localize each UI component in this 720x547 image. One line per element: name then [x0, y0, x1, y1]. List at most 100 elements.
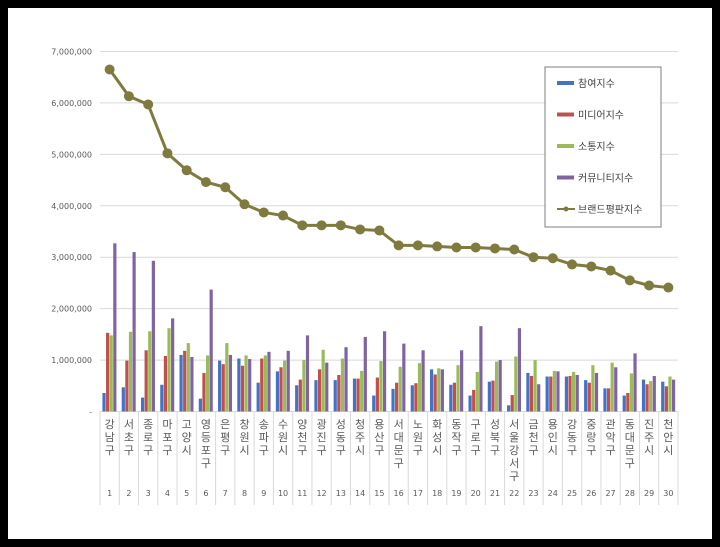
- bar-2-6: [202, 372, 206, 412]
- rank-label: 14: [355, 489, 365, 498]
- bar-2-3: [144, 350, 148, 412]
- bar-4-3: [151, 260, 155, 412]
- bar-2-7: [221, 364, 225, 412]
- line-point-17: [412, 240, 423, 251]
- bar-3-10: [283, 360, 287, 412]
- rank-label: 10: [278, 489, 288, 498]
- bar-2-20: [472, 389, 476, 412]
- bar-2-30: [664, 386, 668, 412]
- bar-1-20: [468, 395, 472, 412]
- y-tick-label: 7,000,000: [51, 48, 92, 57]
- bar-2-1: [106, 332, 110, 412]
- line-point-13: [335, 220, 346, 231]
- bar-3-16: [398, 366, 402, 412]
- line-point-16: [393, 240, 404, 251]
- bar-3-22: [514, 356, 518, 412]
- bar-2-4: [163, 355, 168, 412]
- bar-1-27: [603, 388, 607, 412]
- bar-4-28: [633, 353, 637, 412]
- y-tick-label: 3,000,000: [51, 253, 92, 262]
- bar-2-15: [375, 377, 379, 412]
- bar-2-27: [606, 388, 611, 412]
- bar-2-17: [414, 383, 418, 412]
- bar-2-25: [568, 376, 572, 412]
- legend-label: 미디어지수: [578, 110, 624, 122]
- bar-2-22: [510, 395, 514, 412]
- line-point-18: [432, 241, 443, 252]
- bar-1-23: [526, 372, 530, 412]
- line-point-12: [316, 220, 327, 231]
- bar-1-4: [160, 384, 164, 412]
- bar-2-14: [356, 378, 360, 412]
- legend-swatch: [557, 112, 574, 117]
- bar-1-3: [140, 397, 145, 412]
- bar-1-2: [121, 387, 125, 412]
- bar-3-4: [167, 328, 171, 412]
- rank-label: 16: [394, 489, 404, 498]
- bar-4-19: [460, 350, 464, 412]
- bar-2-18: [433, 374, 437, 412]
- rank-label: 3: [146, 489, 151, 498]
- bar-1-5: [179, 354, 183, 412]
- bar-3-24: [552, 370, 556, 412]
- legend-label: 참여지수: [578, 78, 615, 90]
- bar-4-5: [190, 356, 194, 412]
- line-point-4: [162, 148, 173, 159]
- bar-1-13: [333, 380, 337, 412]
- line-point-24: [547, 253, 558, 264]
- bar-3-17: [417, 363, 422, 412]
- rank-label: 2: [126, 489, 131, 498]
- legend-label: 커뮤니티지수: [578, 173, 633, 185]
- bar-4-27: [614, 367, 618, 412]
- legend-label: 브랜드평판지수: [578, 204, 642, 216]
- chart: - 1,000,000 2,000,000 3,000,000 4,000,000 5,0…: [51, 48, 679, 505]
- rank-label: 27: [605, 489, 615, 498]
- line-point-23: [528, 252, 539, 263]
- bar-3-29: [649, 381, 653, 412]
- y-tick-label: -: [89, 408, 92, 417]
- bar-4-23: [537, 384, 541, 412]
- bar-4-10: [286, 350, 290, 412]
- rank-label: 20: [471, 489, 481, 498]
- rank-label: 7: [223, 489, 228, 498]
- bar-4-4: [171, 318, 175, 412]
- bar-4-12: [325, 362, 329, 412]
- y-tick-label: 1,000,000: [51, 356, 92, 365]
- bar-3-5: [186, 343, 190, 412]
- bar-1-24: [545, 376, 549, 412]
- rank-label: 4: [165, 489, 170, 498]
- line-point-28: [624, 275, 635, 286]
- bar-4-17: [421, 350, 425, 412]
- legend-swatch: [557, 175, 574, 180]
- line-point-1: [104, 64, 115, 75]
- bar-1-11: [295, 385, 299, 412]
- bar-1-28: [622, 395, 626, 412]
- bar-3-14: [360, 370, 364, 412]
- bar-4-29: [652, 376, 656, 412]
- bar-3-19: [456, 365, 460, 412]
- line-point-26: [586, 261, 597, 272]
- chart-frame: - 1,000,000 2,000,000 3,000,000 4,000,000 5,0…: [8, 8, 712, 539]
- bar-3-27: [610, 362, 614, 412]
- bar-3-12: [321, 349, 325, 412]
- bar-3-3: [148, 331, 152, 412]
- bar-3-9: [263, 355, 267, 412]
- rank-label: 21: [490, 489, 500, 498]
- bar-1-25: [564, 376, 569, 412]
- bar-3-25: [572, 371, 576, 412]
